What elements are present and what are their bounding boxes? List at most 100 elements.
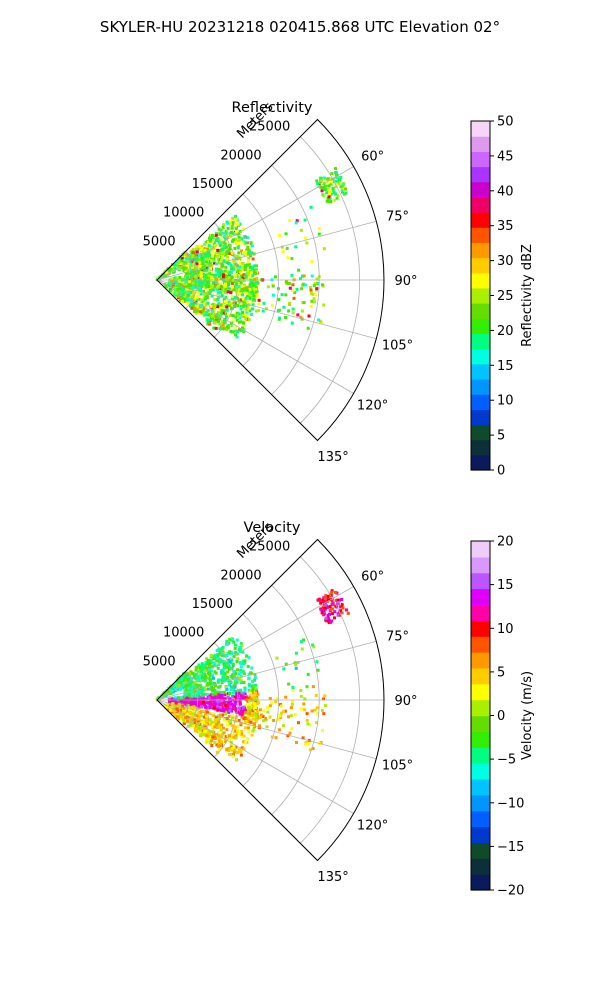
echo-cell — [237, 706, 241, 710]
echo-cell — [228, 272, 232, 276]
echo-cell — [172, 689, 176, 693]
echo-cell — [241, 241, 245, 245]
echo-cell — [237, 285, 241, 288]
echo-cell — [235, 758, 239, 762]
echo-cell — [168, 692, 172, 696]
echo-cell — [187, 724, 190, 728]
echo-cell — [209, 654, 213, 657]
echo-cell — [220, 231, 224, 235]
echo-cell — [326, 177, 330, 181]
echo-cell — [197, 717, 201, 721]
echo-cell — [204, 676, 208, 680]
echo-cell — [204, 260, 208, 264]
echo-cell — [287, 301, 291, 305]
echo-cell — [217, 691, 221, 695]
echo-cell — [179, 696, 183, 700]
echo-cell — [178, 298, 182, 302]
echo-cell — [197, 701, 201, 705]
echo-cell — [195, 704, 199, 707]
echo-cell — [194, 725, 198, 728]
colorbar-segment — [471, 556, 490, 574]
echo-cell — [222, 327, 226, 331]
echo-cell — [187, 292, 191, 296]
echo-cell — [197, 297, 201, 301]
echo-cell — [225, 663, 229, 667]
echo-cell — [237, 288, 241, 292]
echo-cell — [250, 684, 254, 688]
echo-cell — [233, 264, 237, 268]
echo-cell — [220, 325, 223, 329]
echo-cell — [241, 326, 244, 330]
echo-cell — [178, 283, 182, 287]
echo-cell — [190, 717, 194, 721]
echo-cell — [202, 726, 205, 730]
echo-cell — [180, 713, 184, 717]
echo-cell — [200, 670, 203, 674]
echo-cell — [230, 275, 234, 279]
echo-cell — [315, 287, 319, 291]
echo-cell — [215, 750, 219, 754]
echo-cell — [255, 277, 259, 280]
echo-cell — [205, 285, 208, 289]
echo-cell — [199, 281, 203, 285]
echo-cell — [203, 266, 207, 270]
echo-cell — [186, 677, 190, 681]
echo-cell — [236, 244, 240, 248]
echo-cell — [210, 309, 214, 313]
echo-cell — [300, 647, 304, 651]
echo-cell — [199, 310, 203, 314]
echo-cell — [250, 267, 254, 271]
echo-cell — [203, 666, 206, 670]
echo-cell — [254, 719, 258, 723]
sector-frame — [156, 118, 385, 442]
radial-tick-label: 25000 — [249, 120, 290, 135]
azimuth-tick-label: 75° — [386, 210, 409, 225]
echo-cell — [234, 325, 238, 329]
echo-cell — [285, 281, 289, 285]
echo-cell — [319, 176, 323, 180]
echo-cell — [291, 699, 295, 703]
echo-cell — [217, 647, 221, 651]
echo-cell — [226, 279, 230, 283]
echo-cell — [218, 747, 222, 751]
colorbar-segment — [471, 588, 490, 606]
echo-cell — [177, 280, 181, 284]
echo-cell — [222, 731, 226, 735]
echo-cell — [173, 267, 177, 271]
echo-cell — [185, 703, 189, 707]
echo-cell — [233, 685, 237, 689]
echo-cell — [229, 740, 233, 744]
echo-cell — [191, 304, 195, 308]
echo-cell — [240, 268, 244, 272]
echo-cell — [178, 713, 182, 717]
echo-cell — [290, 273, 294, 277]
echo-cell — [222, 252, 225, 256]
echo-cell — [266, 705, 270, 709]
echo-cell — [213, 244, 217, 248]
echo-cell — [199, 292, 203, 296]
echo-cell — [183, 711, 187, 715]
echo-cell — [197, 706, 201, 710]
echo-cell — [210, 245, 214, 249]
echo-cell — [205, 263, 209, 267]
echo-cell — [213, 737, 217, 740]
echo-cell — [311, 747, 315, 750]
echo-cell — [176, 295, 180, 299]
echo-cell — [231, 221, 235, 225]
echo-cell — [251, 257, 255, 261]
echo-cell — [179, 715, 183, 718]
echo-cell — [190, 687, 194, 691]
echo-cell — [184, 276, 188, 280]
echo-cell — [322, 303, 326, 307]
echo-cell — [208, 687, 212, 691]
echo-cell — [250, 733, 254, 737]
echo-cell — [206, 301, 210, 305]
echo-cell — [180, 677, 183, 681]
echo-cell — [225, 325, 229, 329]
echo-cell — [235, 696, 239, 700]
echo-cell — [215, 734, 219, 738]
echo-cell — [221, 675, 225, 679]
echo-cell — [236, 725, 240, 729]
echo-cell — [221, 670, 225, 674]
colorbar-tick-label: 15 — [497, 578, 514, 593]
